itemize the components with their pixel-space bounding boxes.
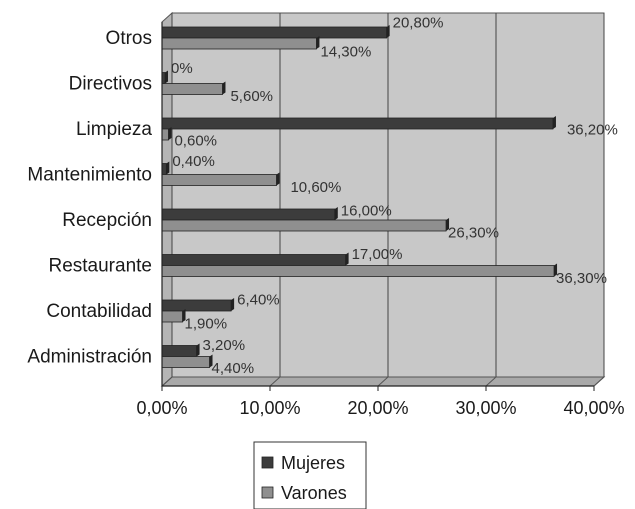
category-label-administracion: Administración xyxy=(27,347,152,368)
bar-limpieza-mujeres xyxy=(161,116,556,130)
data-label-otros-varones: 14,30% xyxy=(320,44,371,61)
bar-restaurante-mujeres xyxy=(161,252,349,266)
bar-directivos-varones xyxy=(161,81,226,95)
bar-administracion-mujeres xyxy=(161,343,200,357)
x-tick-label-0: 0,00% xyxy=(136,398,187,418)
bar-recepcion-varones xyxy=(161,218,450,232)
category-label-recepcion: Recepción xyxy=(62,210,152,231)
data-label-recepcion-mujeres: 16,00% xyxy=(341,203,392,220)
bar-recepcion-mujeres xyxy=(161,207,338,221)
legend-label-varones: Varones xyxy=(281,483,347,503)
bar-directivos-mujeres xyxy=(161,70,168,84)
category-label-restaurante: Restaurante xyxy=(48,256,152,277)
data-label-restaurante-mujeres: 17,00% xyxy=(352,246,403,263)
legend: Mujeres Varones xyxy=(253,441,367,509)
data-label-administracion-mujeres: 3,20% xyxy=(203,337,246,354)
bar-otros-varones xyxy=(161,36,320,50)
data-label-recepcion-varones: 26,30% xyxy=(448,225,499,242)
data-label-contabilidad-mujeres: 6,40% xyxy=(237,292,280,309)
category-label-otros: Otros xyxy=(106,28,152,49)
bar-contabilidad-mujeres xyxy=(161,298,235,312)
legend-label-mujeres: Mujeres xyxy=(281,453,345,473)
bar-mantenimiento-varones xyxy=(161,172,280,186)
data-labels: 20,80% 14,30% 0% 5,60% 36,20% 0,60% 0,40% 10,60… xyxy=(171,15,618,378)
bar-otros-mujeres xyxy=(161,25,390,39)
x-tick-label-10: 10,00% xyxy=(239,398,300,418)
data-label-directivos-varones: 5,60% xyxy=(230,88,273,105)
data-label-limpieza-varones: 0,60% xyxy=(174,133,217,150)
x-tick-label-30: 30,00% xyxy=(455,398,516,418)
bar-restaurante-varones xyxy=(161,263,558,277)
data-label-restaurante-varones: 36,30% xyxy=(556,270,607,287)
data-label-administracion-varones: 4,40% xyxy=(212,360,255,377)
data-label-otros-mujeres: 20,80% xyxy=(393,15,444,32)
category-label-directivos: Directivos xyxy=(69,74,152,95)
legend-swatch-varones xyxy=(261,486,274,499)
x-tick-label-40: 40,00% xyxy=(563,398,624,418)
data-label-mantenimiento-mujeres: 0,40% xyxy=(172,153,215,170)
category-label-contabilidad: Contabilidad xyxy=(46,301,152,322)
data-label-mantenimiento-varones: 10,60% xyxy=(290,179,341,196)
plot-area xyxy=(160,11,606,388)
data-label-limpieza-mujeres: 36,20% xyxy=(567,122,618,139)
bar-administracion-varones xyxy=(161,354,213,368)
category-label-mantenimiento: Mantenimiento xyxy=(27,165,152,186)
legend-swatch-mujeres xyxy=(261,456,274,469)
bar-limpieza-varones xyxy=(161,127,172,141)
category-label-limpieza: Limpieza xyxy=(76,119,152,140)
gridlines xyxy=(161,13,605,387)
data-label-directivos-mujeres: 0% xyxy=(171,60,193,77)
data-label-contabilidad-varones: 1,90% xyxy=(185,316,228,333)
category-labels: Otros Directivos Limpieza Mantenimiento Rece… xyxy=(27,28,152,368)
bar-contabilidad-varones xyxy=(161,309,186,323)
x-axis-ticks: 0,00% 10,00% 20,00% 30,00% 40,00% xyxy=(136,386,625,418)
bars xyxy=(161,25,558,368)
x-tick-label-20: 20,00% xyxy=(347,398,408,418)
bar-mantenimiento-mujeres xyxy=(161,161,170,175)
